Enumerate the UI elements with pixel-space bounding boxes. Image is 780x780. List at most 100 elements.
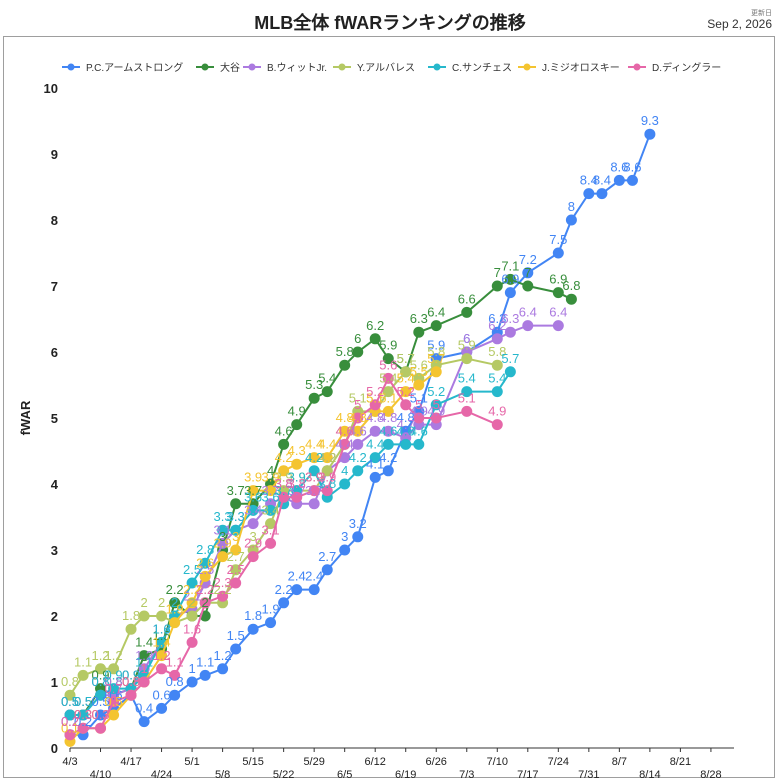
data-point[interactable] xyxy=(265,485,277,497)
data-point[interactable] xyxy=(339,478,351,490)
data-point[interactable] xyxy=(199,570,211,582)
legend-item[interactable]: D.ディングラー xyxy=(628,61,721,74)
data-point[interactable] xyxy=(321,386,333,398)
data-point[interactable] xyxy=(138,610,150,622)
data-point[interactable] xyxy=(369,333,381,345)
data-point[interactable] xyxy=(278,491,290,503)
data-point[interactable] xyxy=(400,366,412,378)
data-point[interactable] xyxy=(138,676,150,688)
data-point[interactable] xyxy=(95,722,107,734)
data-point[interactable] xyxy=(308,498,320,510)
data-point[interactable] xyxy=(64,729,76,741)
data-point[interactable] xyxy=(352,531,364,543)
data-point[interactable] xyxy=(369,452,381,464)
data-point[interactable] xyxy=(230,643,242,655)
data-point[interactable] xyxy=(430,366,442,378)
data-point[interactable] xyxy=(382,465,394,477)
data-point[interactable] xyxy=(278,597,290,609)
data-point[interactable] xyxy=(291,458,303,470)
data-point[interactable] xyxy=(291,491,303,503)
legend-item[interactable]: J.ミジオロスキー xyxy=(518,62,620,74)
data-point[interactable] xyxy=(108,663,120,675)
data-point[interactable] xyxy=(308,485,320,497)
data-point[interactable] xyxy=(77,669,89,681)
data-point[interactable] xyxy=(504,326,516,338)
data-point[interactable] xyxy=(565,293,577,305)
data-point[interactable] xyxy=(186,676,198,688)
data-point[interactable] xyxy=(352,425,364,437)
data-point[interactable] xyxy=(186,577,198,589)
data-point[interactable] xyxy=(369,399,381,411)
data-point[interactable] xyxy=(265,518,277,530)
data-point[interactable] xyxy=(308,452,320,464)
data-point[interactable] xyxy=(95,689,107,701)
data-point[interactable] xyxy=(247,504,259,516)
data-point[interactable] xyxy=(461,353,473,365)
data-point[interactable] xyxy=(199,669,211,681)
data-point[interactable] xyxy=(461,405,473,417)
data-point[interactable] xyxy=(156,610,168,622)
data-point[interactable] xyxy=(108,709,120,721)
data-point[interactable] xyxy=(552,247,564,259)
data-point[interactable] xyxy=(169,597,181,609)
data-point[interactable] xyxy=(491,386,503,398)
data-point[interactable] xyxy=(552,287,564,299)
data-point[interactable] xyxy=(491,419,503,431)
data-point[interactable] xyxy=(430,320,442,332)
data-point[interactable] xyxy=(247,623,259,635)
data-point[interactable] xyxy=(413,379,425,391)
data-point[interactable] xyxy=(522,280,534,292)
data-point[interactable] xyxy=(382,386,394,398)
data-point[interactable] xyxy=(230,498,242,510)
data-point[interactable] xyxy=(565,214,577,226)
legend-item[interactable]: C.サンチェス xyxy=(428,62,512,74)
data-point[interactable] xyxy=(352,465,364,477)
data-point[interactable] xyxy=(138,650,150,662)
data-point[interactable] xyxy=(108,683,120,695)
data-point[interactable] xyxy=(230,564,242,576)
data-point[interactable] xyxy=(430,399,442,411)
data-point[interactable] xyxy=(504,366,516,378)
data-point[interactable] xyxy=(217,524,229,536)
data-point[interactable] xyxy=(217,551,229,563)
data-point[interactable] xyxy=(491,280,503,292)
data-point[interactable] xyxy=(522,320,534,332)
data-point[interactable] xyxy=(169,669,181,681)
data-point[interactable] xyxy=(382,438,394,450)
legend-item[interactable]: B.ウィットJr. xyxy=(243,62,327,74)
data-point[interactable] xyxy=(400,438,412,450)
data-point[interactable] xyxy=(430,412,442,424)
data-point[interactable] xyxy=(413,412,425,424)
data-point[interactable] xyxy=(382,425,394,437)
data-point[interactable] xyxy=(77,709,89,721)
data-point[interactable] xyxy=(156,636,168,648)
data-point[interactable] xyxy=(230,577,242,589)
data-point[interactable] xyxy=(291,584,303,596)
data-point[interactable] xyxy=(382,353,394,365)
data-point[interactable] xyxy=(77,722,89,734)
data-point[interactable] xyxy=(339,359,351,371)
data-point[interactable] xyxy=(339,425,351,437)
data-point[interactable] xyxy=(461,306,473,318)
data-point[interactable] xyxy=(138,716,150,728)
data-point[interactable] xyxy=(339,438,351,450)
data-point[interactable] xyxy=(217,537,229,549)
data-point[interactable] xyxy=(352,412,364,424)
data-point[interactable] xyxy=(156,702,168,714)
data-point[interactable] xyxy=(108,696,120,708)
data-point[interactable] xyxy=(95,709,107,721)
legend-item[interactable]: 大谷 xyxy=(196,61,240,74)
data-point[interactable] xyxy=(400,386,412,398)
data-point[interactable] xyxy=(583,188,595,200)
data-point[interactable] xyxy=(169,617,181,629)
data-point[interactable] xyxy=(382,372,394,384)
data-point[interactable] xyxy=(291,419,303,431)
data-point[interactable] xyxy=(186,636,198,648)
data-point[interactable] xyxy=(186,610,198,622)
data-point[interactable] xyxy=(339,544,351,556)
data-point[interactable] xyxy=(504,287,516,299)
data-point[interactable] xyxy=(125,623,137,635)
data-point[interactable] xyxy=(369,425,381,437)
data-point[interactable] xyxy=(156,650,168,662)
data-point[interactable] xyxy=(186,597,198,609)
